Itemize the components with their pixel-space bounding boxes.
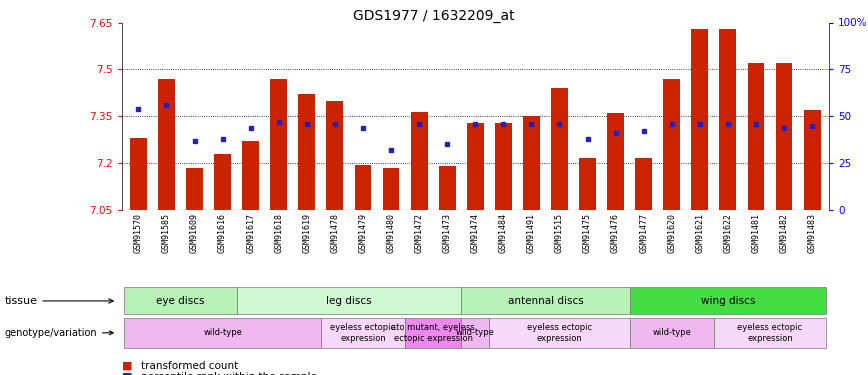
- Bar: [523, 116, 540, 210]
- Bar: [461, 287, 629, 314]
- Text: wing discs: wing discs: [700, 296, 755, 306]
- Bar: [467, 123, 483, 210]
- Text: GSM91482: GSM91482: [779, 213, 788, 254]
- Text: GSM91477: GSM91477: [639, 213, 648, 254]
- Bar: [270, 79, 287, 210]
- Text: GDS1977 / 1632209_at: GDS1977 / 1632209_at: [353, 9, 515, 23]
- Bar: [551, 88, 568, 210]
- Text: GSM91473: GSM91473: [443, 213, 451, 254]
- Text: ■: ■: [122, 361, 132, 370]
- Bar: [692, 29, 708, 210]
- Text: eyeless ectopic
expression: eyeless ectopic expression: [331, 323, 396, 342]
- Bar: [804, 110, 820, 210]
- Text: GSM91621: GSM91621: [695, 213, 704, 254]
- Bar: [747, 63, 765, 210]
- Bar: [461, 318, 490, 348]
- Bar: [186, 168, 203, 210]
- Bar: [713, 318, 826, 348]
- Bar: [490, 318, 629, 348]
- Text: GSM91475: GSM91475: [583, 213, 592, 254]
- Bar: [405, 318, 461, 348]
- Bar: [438, 166, 456, 210]
- Text: ato mutant, eyeless
ectopic expression: ato mutant, eyeless ectopic expression: [391, 323, 475, 342]
- Bar: [237, 287, 461, 314]
- Bar: [242, 141, 259, 210]
- Bar: [130, 138, 147, 210]
- Text: eye discs: eye discs: [156, 296, 205, 306]
- Text: leg discs: leg discs: [326, 296, 372, 306]
- Text: tissue: tissue: [4, 296, 113, 306]
- Bar: [629, 287, 826, 314]
- Text: GSM91617: GSM91617: [247, 213, 255, 254]
- Text: GSM91483: GSM91483: [807, 213, 817, 254]
- Bar: [608, 113, 624, 210]
- Bar: [495, 123, 512, 210]
- Bar: [124, 318, 321, 348]
- Text: GSM91515: GSM91515: [555, 213, 564, 254]
- Text: genotype/variation: genotype/variation: [4, 328, 113, 338]
- Text: GSM91472: GSM91472: [415, 213, 424, 254]
- Text: eyeless ectopic
expression: eyeless ectopic expression: [527, 323, 592, 342]
- Text: GSM91622: GSM91622: [723, 213, 733, 254]
- Text: wild-type: wild-type: [456, 328, 495, 338]
- Bar: [635, 159, 652, 210]
- Bar: [720, 29, 736, 210]
- Bar: [321, 318, 405, 348]
- Text: GSM91476: GSM91476: [611, 213, 620, 254]
- Bar: [158, 79, 174, 210]
- Text: GSM91570: GSM91570: [134, 213, 143, 254]
- Text: GSM91479: GSM91479: [358, 213, 367, 254]
- Bar: [299, 94, 315, 210]
- Bar: [663, 79, 681, 210]
- Bar: [411, 112, 428, 210]
- Bar: [214, 154, 231, 210]
- Text: GSM91478: GSM91478: [331, 213, 339, 254]
- Bar: [776, 63, 792, 210]
- Text: transformed count: transformed count: [141, 361, 238, 370]
- Text: percentile rank within the sample: percentile rank within the sample: [141, 372, 317, 375]
- Text: GSM91474: GSM91474: [470, 213, 480, 254]
- Text: GSM91616: GSM91616: [218, 213, 227, 254]
- Text: GSM91480: GSM91480: [386, 213, 396, 254]
- Text: GSM91481: GSM91481: [752, 213, 760, 254]
- Bar: [326, 100, 343, 210]
- Bar: [124, 287, 237, 314]
- Bar: [629, 318, 713, 348]
- Text: GSM91484: GSM91484: [499, 213, 508, 254]
- Text: ■: ■: [122, 372, 132, 375]
- Bar: [383, 168, 399, 210]
- Text: GSM91491: GSM91491: [527, 213, 536, 254]
- Text: eyeless ectopic
expression: eyeless ectopic expression: [738, 323, 803, 342]
- Text: GSM91619: GSM91619: [302, 213, 312, 254]
- Text: wild-type: wild-type: [652, 328, 691, 338]
- Bar: [354, 165, 372, 210]
- Text: GSM91618: GSM91618: [274, 213, 283, 254]
- Text: antennal discs: antennal discs: [508, 296, 583, 306]
- Text: GSM91609: GSM91609: [190, 213, 199, 254]
- Bar: [579, 159, 596, 210]
- Text: wild-type: wild-type: [203, 328, 242, 338]
- Text: GSM91585: GSM91585: [162, 213, 171, 254]
- Text: GSM91620: GSM91620: [667, 213, 676, 254]
